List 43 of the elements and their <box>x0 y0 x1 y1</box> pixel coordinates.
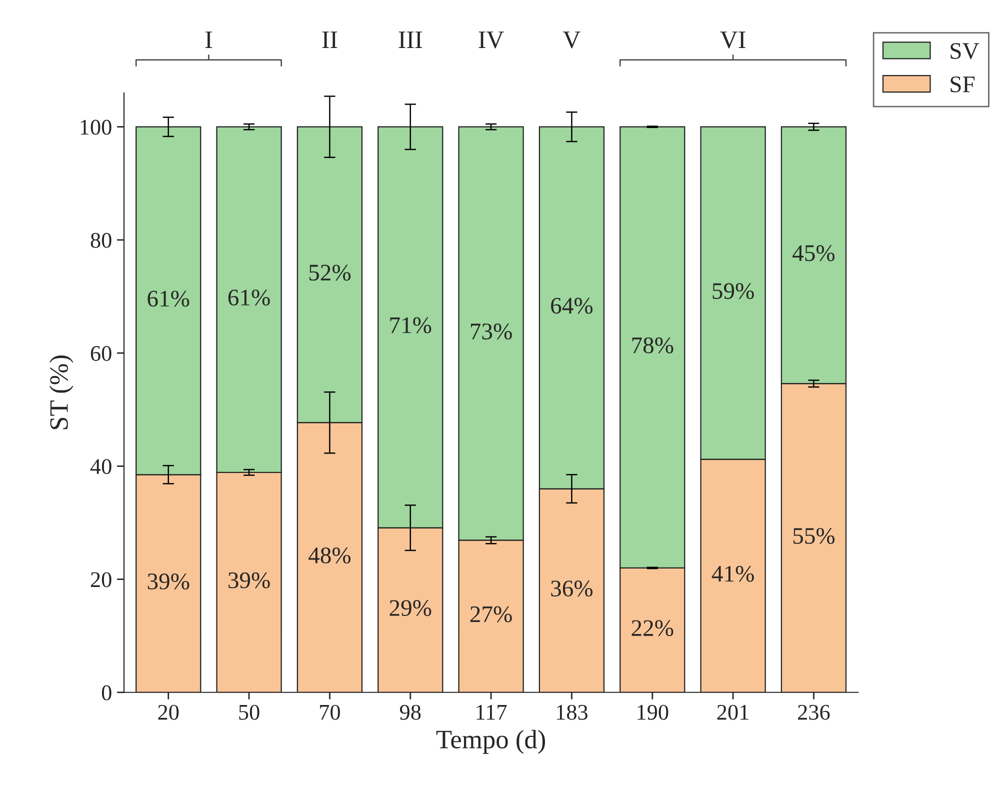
legend-label: SV <box>950 43 980 60</box>
text: IV <box>478 32 504 48</box>
y-tick-label: 0 <box>102 685 112 700</box>
data-label: 48% <box>308 547 351 564</box>
y-tick-label: 20 <box>90 572 112 588</box>
data-label: 36% <box>551 580 593 597</box>
x-tick-label: 98 <box>400 704 421 720</box>
data-label: 39% <box>228 572 270 588</box>
data-label: 64% <box>551 298 593 314</box>
y-tick-label: 40 <box>90 459 112 474</box>
y-axis-title: ST (%) <box>49 356 74 430</box>
x-axis-title: Tempo (d) <box>436 730 546 754</box>
data-label: 29% <box>390 600 432 616</box>
data-label: 61% <box>148 290 190 307</box>
legend-label: SF <box>950 76 975 92</box>
data-label: 73% <box>470 324 512 340</box>
x-tick-label: 190 <box>638 704 668 720</box>
x-tick-label: 183 <box>556 704 588 720</box>
x-tick-label: 117 <box>476 704 507 720</box>
data-label: 27% <box>470 606 512 622</box>
data-label: 59% <box>712 283 754 300</box>
text: II <box>322 32 338 48</box>
text: VI <box>720 32 746 48</box>
text: V <box>562 32 580 48</box>
data-label: 52% <box>309 264 351 281</box>
data-label: 55% <box>793 528 835 544</box>
data-label: 71% <box>390 317 432 334</box>
text: III <box>398 32 422 48</box>
data-label: 45% <box>792 245 835 262</box>
x-tick-label: 70 <box>320 704 340 720</box>
data-label: 61% <box>228 290 270 306</box>
x-tick-label: 20 <box>158 704 179 720</box>
x-tick-label: 201 <box>717 704 748 720</box>
data-label: 22% <box>632 620 674 636</box>
y-tick-label: 80 <box>90 232 112 248</box>
y-tick-label: 60 <box>90 346 112 361</box>
y-tick-label: 100 <box>80 120 112 135</box>
data-label: 41% <box>712 566 754 582</box>
x-tick-label: 236 <box>798 704 830 720</box>
x-tick-label: 50 <box>239 704 260 720</box>
text: I <box>205 32 212 48</box>
data-label: 78% <box>632 337 674 354</box>
data-label: 39% <box>148 573 190 590</box>
